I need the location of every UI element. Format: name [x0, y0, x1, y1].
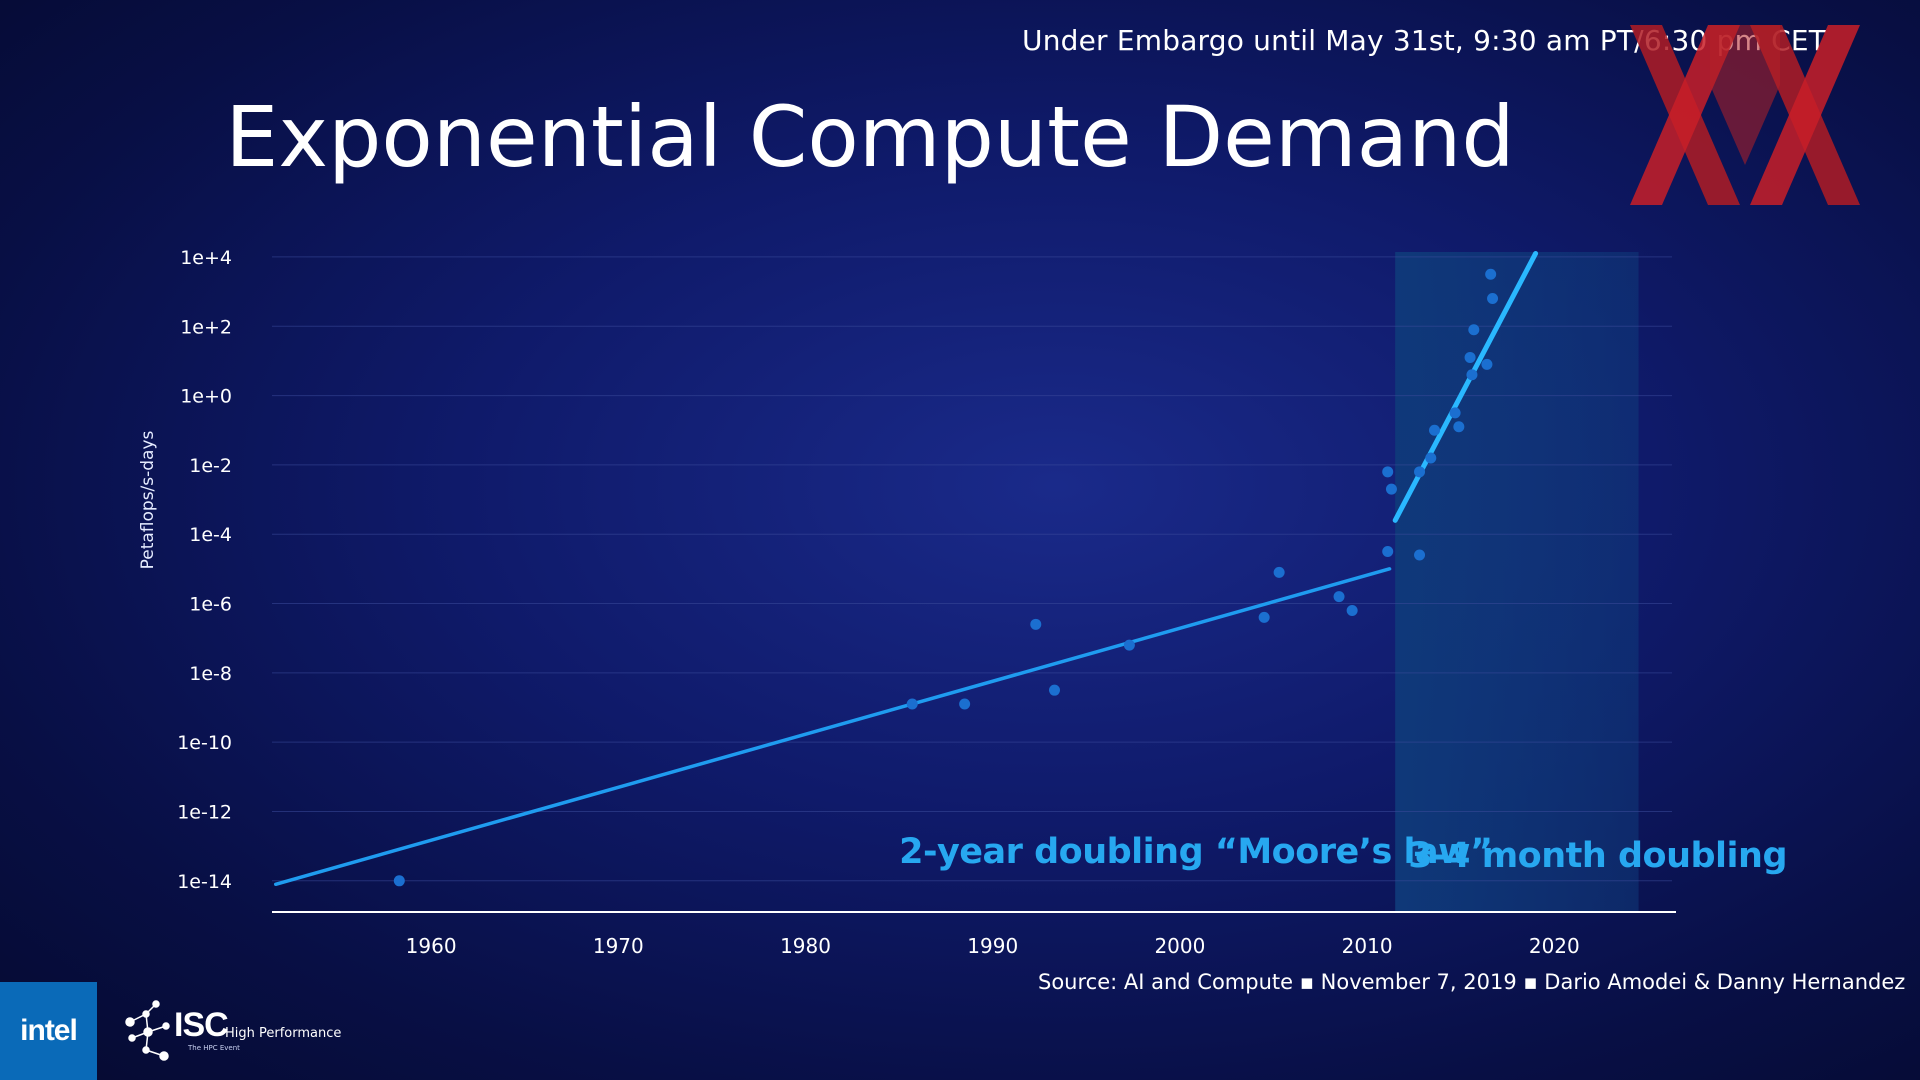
- y-tick-label: 1e+4: [180, 247, 232, 269]
- data-point: [1464, 351, 1476, 363]
- x-tick-label: 1970: [593, 934, 644, 958]
- data-point: [1333, 591, 1345, 603]
- x-tick-label: 2010: [1342, 934, 1393, 958]
- y-tick-label: 1e-8: [189, 663, 232, 685]
- y-tick-label: 1e-4: [189, 524, 232, 546]
- data-point: [1258, 611, 1270, 623]
- data-point: [1385, 483, 1397, 495]
- data-point: [1429, 424, 1441, 436]
- isc-logo-text: ISC: [174, 1006, 229, 1044]
- y-tick-label: 1e-12: [177, 801, 232, 823]
- data-point: [1449, 407, 1461, 419]
- data-point: [1382, 546, 1394, 558]
- embargo-notice: Under Embargo until May 31st, 9:30 am PT…: [1022, 24, 1827, 57]
- x-tick-label: 2000: [1154, 934, 1205, 958]
- data-point: [1414, 466, 1426, 478]
- y-tick-label: 1e-2: [189, 455, 232, 477]
- grid: [272, 256, 1672, 882]
- data-point: [1466, 369, 1478, 381]
- y-tick-label: 1e+0: [180, 386, 232, 408]
- y-tick-label: 1e-14: [177, 871, 232, 893]
- y-tick-label: 1e+2: [180, 316, 232, 338]
- data-point: [1273, 566, 1285, 578]
- data-point: [959, 698, 971, 710]
- isc-tagline: The HPC Event: [188, 1044, 240, 1052]
- x-tick-label: 1990: [967, 934, 1018, 958]
- trend-line: [273, 567, 1392, 887]
- isc-network-icon: [125, 1000, 170, 1061]
- intel-logo: intel: [0, 982, 97, 1080]
- xx-logo: [1630, 25, 1860, 205]
- y-tick-label: 1e-6: [189, 594, 232, 616]
- isc-subtitle: High Performance: [225, 1026, 342, 1041]
- data-point: [1425, 452, 1437, 464]
- fast-doubling-region: [1395, 252, 1639, 912]
- y-tick-label: 1e-10: [177, 732, 232, 754]
- y-tick-labels: 1e+4 1e+2 1e+0 1e-2 1e-4 1e-6 1e-8 1e-10 1e-12 1e…: [177, 247, 232, 893]
- moore-law-annotation: 2-year doubling “Moore’s law”: [899, 832, 1493, 873]
- x-tick-labels: 1960 1970 1980 1990 2000 2010 2020: [406, 934, 1580, 958]
- data-point: [1453, 421, 1465, 433]
- x-tick-label: 1980: [780, 934, 831, 958]
- data-point: [906, 698, 918, 710]
- data-point: [1030, 618, 1042, 630]
- trend-lines: [273, 250, 1539, 887]
- x-tick-label: 1960: [406, 934, 457, 958]
- slide-title: Exponential Compute Demand: [225, 88, 1515, 186]
- source-citation: Source: AI and Compute ▪ November 7, 201…: [1038, 970, 1906, 994]
- data-point: [1123, 639, 1135, 651]
- data-point: [1382, 466, 1394, 478]
- data-point: [1048, 684, 1060, 696]
- data-points: [393, 268, 1499, 887]
- data-point: [1481, 358, 1493, 370]
- isc-logo: ISC High Performance The HPC Event: [122, 1000, 342, 1066]
- data-point: [1485, 268, 1497, 280]
- data-point: [1487, 293, 1499, 305]
- fast-doubling-annotation: 3-4 month doubling: [1408, 835, 1788, 876]
- data-point: [1468, 324, 1480, 336]
- x-tick-label: 2020: [1529, 934, 1580, 958]
- data-point: [393, 875, 405, 887]
- data-point: [1414, 549, 1426, 561]
- data-point: [1346, 604, 1358, 616]
